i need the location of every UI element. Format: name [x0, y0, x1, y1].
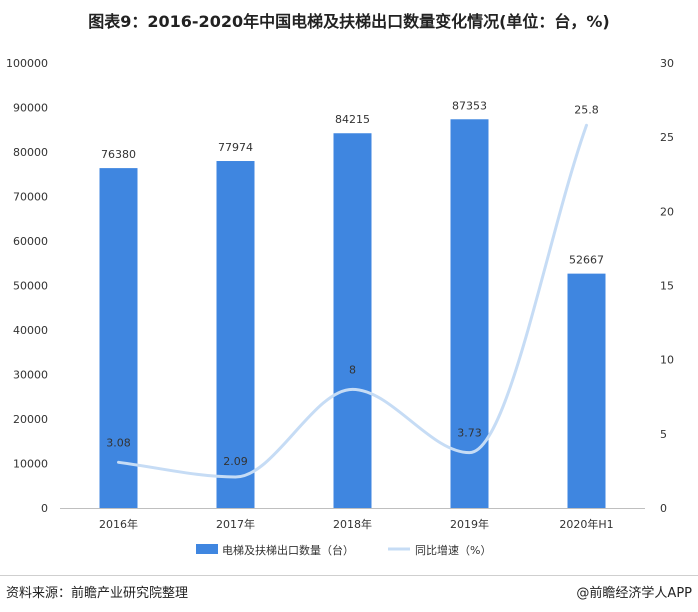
left-tick-label: 70000: [13, 191, 48, 204]
x-tick-label: 2018年: [333, 517, 372, 531]
left-tick-label: 60000: [13, 235, 48, 248]
right-tick-label: 0: [660, 502, 667, 515]
legend-label-line: 同比增速（%）: [415, 543, 491, 557]
right-tick-label: 20: [660, 205, 674, 218]
line-data-labels: 3.08 2.09 8 3.73 25.8: [106, 103, 599, 468]
x-tick-label: 2020年H1: [559, 517, 613, 531]
left-tick-label: 0: [41, 502, 48, 515]
chart-title: 图表9：2016-2020年中国电梯及扶梯出口数量变化情况(单位：台，%): [88, 12, 610, 31]
right-tick-label: 10: [660, 354, 674, 367]
line-value-label: 8: [349, 363, 356, 376]
bar-series: [99, 119, 606, 509]
combo-chart: 0 10000 20000 30000 40000 50000 60000 70000 8000…: [6, 57, 674, 557]
bar-value-label: 84215: [335, 113, 370, 126]
x-axis: 2016年 2017年 2018年 2019年 2020年H1: [99, 517, 614, 531]
right-tick-label: 5: [660, 428, 667, 441]
right-tick-label: 15: [660, 280, 674, 293]
x-tick-label: 2017年: [216, 517, 255, 531]
left-axis: 0 10000 20000 30000 40000 50000 60000 70000 8000…: [6, 57, 48, 515]
bar: [99, 168, 138, 508]
left-tick-label: 100000: [6, 57, 48, 70]
bar: [333, 133, 372, 508]
bar: [567, 273, 606, 508]
left-tick-label: 40000: [13, 324, 48, 337]
line-value-label: 25.8: [574, 103, 599, 116]
left-tick-label: 90000: [13, 102, 48, 115]
bar-value-label: 87353: [452, 99, 487, 112]
source-note: 资料来源：前瞻产业研究院整理: [6, 586, 189, 601]
brand-credit: @前瞻经济学人APP: [576, 586, 692, 601]
footer-divider: [0, 575, 698, 576]
line-value-label: 3.73: [457, 427, 482, 440]
bar-value-label: 76380: [101, 148, 136, 161]
right-tick-label: 30: [660, 57, 674, 70]
left-tick-label: 10000: [13, 458, 48, 471]
line-value-label: 3.08: [106, 436, 131, 449]
right-axis: 0 5 10 15 20 25 30: [660, 57, 674, 515]
right-tick-label: 25: [660, 131, 674, 144]
legend-label-bar: 电梯及扶梯出口数量（台）: [222, 543, 354, 557]
bar-data-labels: 76380 77974 84215 87353 52667: [101, 99, 604, 266]
left-tick-label: 20000: [13, 413, 48, 426]
left-tick-label: 50000: [13, 280, 48, 293]
legend-swatch-bar: [196, 544, 218, 554]
x-tick-label: 2016年: [99, 517, 138, 531]
bar-value-label: 77974: [218, 141, 253, 154]
left-tick-label: 30000: [13, 369, 48, 382]
bar-value-label: 52667: [569, 254, 604, 267]
line-value-label: 2.09: [223, 455, 248, 468]
x-tick-label: 2019年: [450, 517, 489, 531]
legend: 电梯及扶梯出口数量（台） 同比增速（%）: [196, 543, 491, 557]
bar: [216, 161, 255, 509]
left-tick-label: 80000: [13, 146, 48, 159]
growth-line: [117, 123, 588, 479]
